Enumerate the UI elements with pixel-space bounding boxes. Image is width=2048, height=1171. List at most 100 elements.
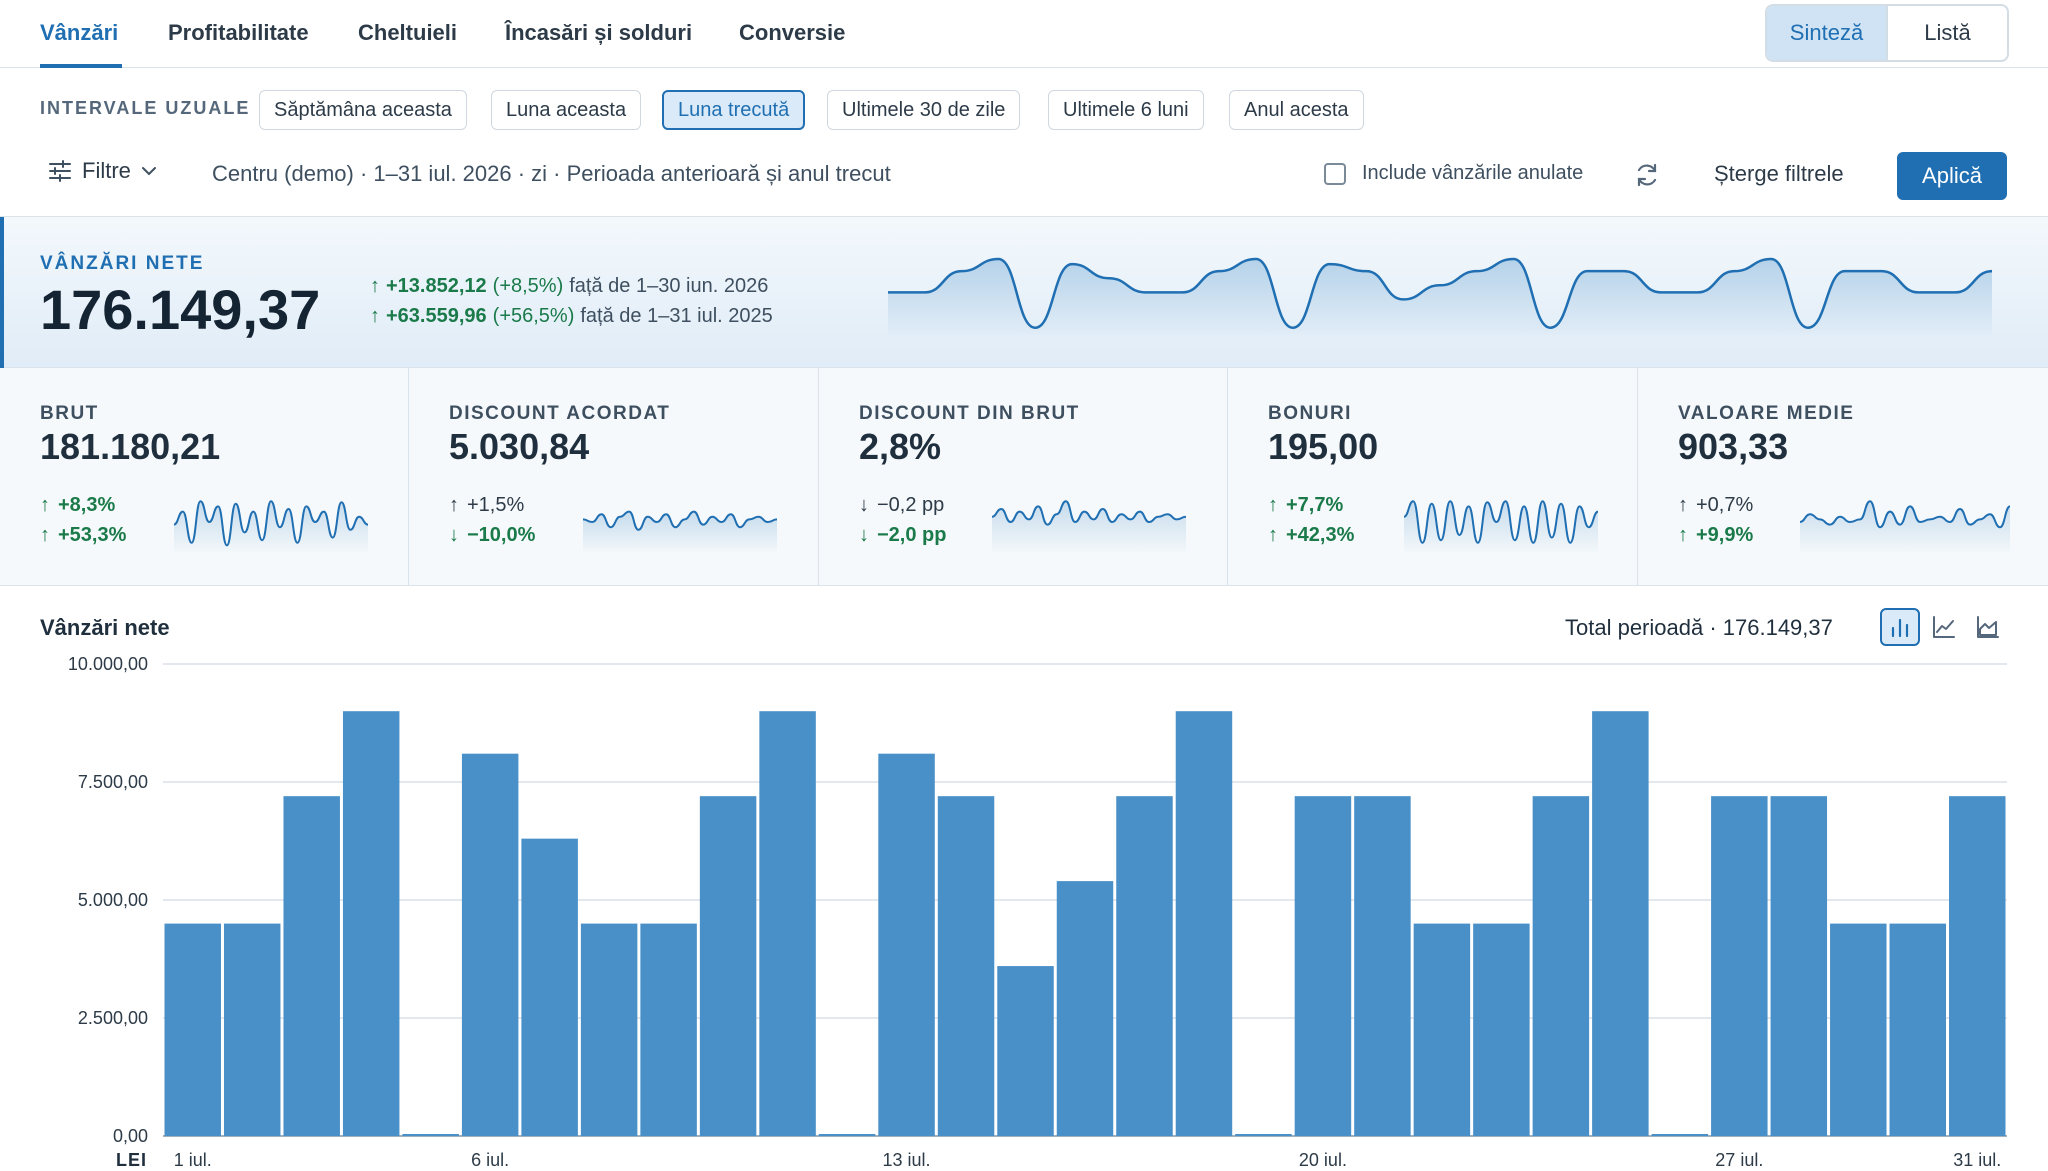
kpi-card-gross[interactable]: BRUT 181.180,21 ↑ +8,3% ↑ +53,3%	[0, 368, 409, 586]
bar-day-19[interactable]	[1235, 1134, 1292, 1136]
net-sales-bar-chart: 0,00 2.500,00 5.000,00 7.500,00 10.000,00 1 i…	[68, 654, 2007, 1170]
range-this-year[interactable]: Anul acesta	[1229, 90, 1364, 130]
bar-day-1[interactable]	[164, 923, 221, 1136]
summary-view-button[interactable]: Sinteză	[1767, 6, 1888, 60]
bar-day-3[interactable]	[283, 796, 340, 1136]
kpi-label: VALOARE MEDIE	[1678, 403, 1855, 424]
line-chart-button[interactable]	[1924, 608, 1964, 646]
y-tick-label: 0,00	[113, 1126, 148, 1146]
comparison-delta: +13.852,12	[386, 275, 487, 297]
sliders-icon	[49, 160, 71, 182]
bar-day-14[interactable]	[937, 796, 995, 1136]
bar-day-7[interactable]	[521, 838, 578, 1136]
filters-label: Filtre	[82, 158, 131, 183]
bar-day-4[interactable]	[342, 711, 400, 1136]
kpi-card-discount-share[interactable]: DISCOUNT DIN BRUT 2,8% ↓ −0,2 pp ↓ −2,0 pp	[819, 368, 1228, 586]
arrow-up-icon: ↑	[449, 494, 459, 516]
tab-sales[interactable]: Vânzări	[40, 20, 119, 45]
kpi-card-discount[interactable]: DISCOUNT ACORDAT 5.030,84 ↑ +1,5% ↓ −10,0%	[409, 368, 819, 586]
arrow-up-icon: ↑	[370, 305, 380, 327]
area-chart-icon	[1977, 616, 1999, 638]
clear-filters-button[interactable]: Șterge filtrele	[1714, 161, 1844, 186]
hero-value: 176.149,37	[40, 278, 321, 341]
bar-day-18[interactable]	[1175, 711, 1233, 1136]
bar-day-13[interactable]	[878, 753, 935, 1136]
tab-conversion[interactable]: Conversie	[739, 20, 846, 45]
range-last-6-months[interactable]: Ultimele 6 luni	[1048, 90, 1204, 130]
bar-day-24[interactable]	[1532, 796, 1590, 1136]
x-tick-label: 13 iul.	[883, 1150, 931, 1170]
tab-receipts-balances[interactable]: Încasări și solduri	[505, 20, 693, 45]
bar-day-30[interactable]	[1889, 923, 1947, 1136]
bar-day-27[interactable]	[1711, 796, 1768, 1136]
view-toggle: Sinteză Listă	[1765, 4, 2009, 62]
main-tabs: Vânzări Profitabilitate Cheltuieli Încas…	[0, 0, 2048, 68]
range-this-week[interactable]: Săptămâna aceasta	[259, 90, 467, 130]
kpi-value: 195,00	[1268, 426, 1379, 467]
tab-expenses[interactable]: Cheltuieli	[358, 20, 458, 45]
include-cancelled-label: Include vânzările anulate	[1362, 162, 1584, 184]
x-tick-label: 1 iul.	[174, 1150, 212, 1170]
bar-day-26[interactable]	[1651, 1134, 1709, 1136]
chevron-down-icon	[141, 167, 156, 176]
x-tick-label: 31 iul.	[1953, 1150, 2001, 1170]
kpi-card-average-value[interactable]: VALOARE MEDIE 903,33 ↑ +0,7% ↑ +9,9%	[1638, 368, 2048, 586]
kpi-delta: +9,9%	[1696, 524, 1754, 546]
kpi-delta: +0,7%	[1696, 494, 1754, 516]
bar-day-5[interactable]	[402, 1134, 459, 1136]
bar-day-12[interactable]	[818, 1134, 876, 1136]
include-cancelled-checkbox[interactable]	[1324, 162, 1346, 185]
kpi-label: DISCOUNT ACORDAT	[449, 403, 671, 424]
bar-day-28[interactable]	[1770, 796, 1828, 1136]
x-tick-label: 6 iul.	[471, 1150, 509, 1170]
bar-day-10[interactable]	[699, 796, 757, 1136]
include-cancelled-toggle[interactable]: Include vânzările anulate	[1324, 162, 1583, 185]
arrow-down-icon: ↓	[859, 494, 869, 516]
y-tick-label: 10.000,00	[68, 654, 148, 674]
kpi-delta: −10,0%	[467, 524, 536, 546]
kpi-comparison: ↓ −0,2 pp	[859, 494, 944, 517]
bar-day-17[interactable]	[1116, 796, 1173, 1136]
bar-day-22[interactable]	[1413, 923, 1471, 1136]
area-chart-button[interactable]	[1968, 608, 2008, 646]
kpi-sparkline	[1800, 500, 2010, 552]
refresh-icon[interactable]	[1634, 162, 1660, 188]
arrow-up-icon: ↑	[1268, 524, 1278, 546]
apply-button[interactable]: Aplică	[1897, 152, 2007, 200]
kpi-comparison: ↓ −2,0 pp	[859, 524, 946, 547]
bar-day-25[interactable]	[1592, 711, 1649, 1136]
tab-profitability[interactable]: Profitabilitate	[168, 20, 309, 45]
bar-day-23[interactable]	[1473, 923, 1530, 1136]
bar-chart-button[interactable]	[1880, 608, 1920, 646]
kpi-card-receipts[interactable]: BONURI 195,00 ↑ +7,7% ↑ +42,3%	[1228, 368, 1638, 586]
y-tick-label: 5.000,00	[78, 890, 148, 910]
comparison-percent: (+56,5%)	[492, 305, 575, 327]
kpi-delta: +42,3%	[1286, 524, 1355, 546]
bar-day-11[interactable]	[759, 711, 816, 1136]
arrow-up-icon: ↑	[1678, 524, 1688, 546]
line-chart-icon	[1933, 616, 1955, 638]
kpi-cards: BRUT 181.180,21 ↑ +8,3% ↑ +53,3% DISCOUNT …	[0, 368, 2048, 586]
bar-day-29[interactable]	[1830, 923, 1887, 1136]
bar-day-6[interactable]	[461, 753, 519, 1136]
x-tick-label: 27 iul.	[1715, 1150, 1763, 1170]
range-this-month[interactable]: Luna aceasta	[491, 90, 642, 130]
bar-day-8[interactable]	[580, 923, 638, 1136]
bar-day-31[interactable]	[1949, 796, 2006, 1136]
bar-day-9[interactable]	[640, 923, 697, 1136]
kpi-comparison: ↑ +42,3%	[1268, 524, 1354, 547]
hero-sparkline	[888, 257, 1992, 335]
list-view-button[interactable]: Listă	[1924, 20, 1971, 45]
kpi-comparison: ↑ +7,7%	[1268, 494, 1343, 517]
range-last-month[interactable]: Luna trecută	[662, 90, 806, 130]
y-tick-label: 2.500,00	[78, 1008, 148, 1028]
bar-day-15[interactable]	[997, 966, 1054, 1136]
bar-day-2[interactable]	[223, 923, 281, 1136]
bar-day-20[interactable]	[1294, 796, 1352, 1136]
bar-day-21[interactable]	[1354, 796, 1411, 1136]
bar-day-16[interactable]	[1056, 881, 1114, 1136]
comparison-percent: (+8,5%)	[492, 275, 564, 297]
filters-button[interactable]: Filtre	[48, 158, 157, 184]
range-last-30-days[interactable]: Ultimele 30 de zile	[827, 90, 1021, 130]
arrow-up-icon: ↑	[370, 275, 380, 297]
